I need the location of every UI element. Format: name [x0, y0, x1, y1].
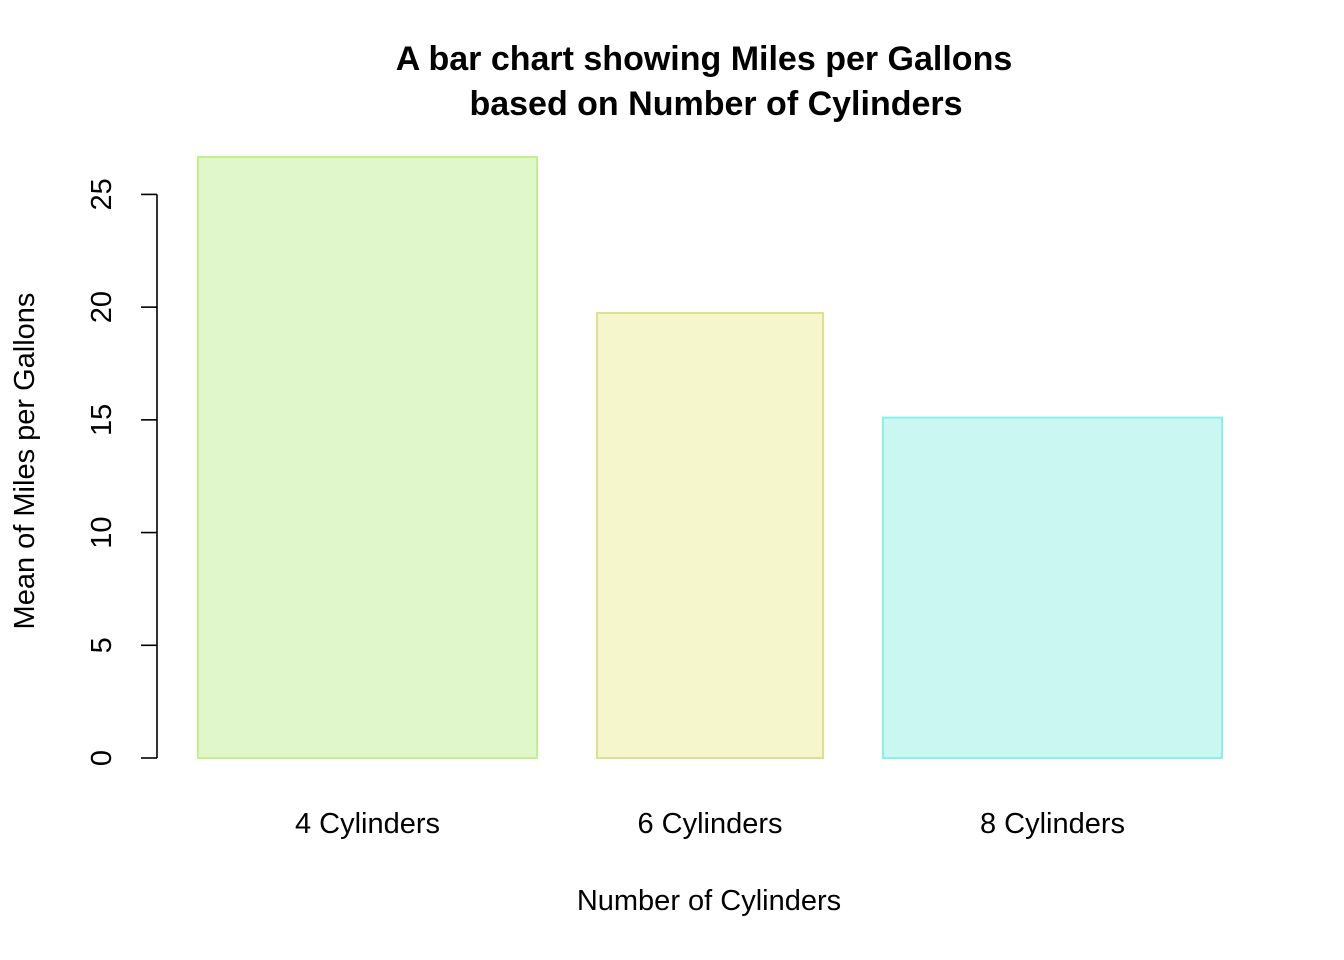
- y-axis-label: Mean of Miles per Gallons: [9, 293, 41, 630]
- chart-title-line-2: based on Number of Cylinders: [469, 85, 962, 123]
- y-tick-label: 15: [86, 404, 118, 436]
- y-tick-label: 10: [86, 516, 118, 548]
- y-tick-label: 25: [86, 178, 118, 210]
- chart-title: A bar chart showing Miles per Gallons ba…: [396, 40, 1013, 123]
- bar-6-cylinders: [596, 311, 824, 759]
- y-axis: 0 5 10 15 20 25: [86, 178, 158, 766]
- y-tick-label: 0: [86, 750, 118, 766]
- x-axis-label: Number of Cylinders: [577, 885, 841, 917]
- bar-4-cylinders: [197, 156, 538, 759]
- bar-8-cylinders: [882, 416, 1223, 759]
- x-tick-label: 8 Cylinders: [980, 808, 1125, 840]
- bars-group: [197, 156, 1223, 759]
- y-tick-label: 5: [86, 637, 118, 653]
- x-tick-label: 4 Cylinders: [295, 808, 440, 840]
- y-tick-label: 20: [86, 291, 118, 323]
- chart-title-line-1: A bar chart showing Miles per Gallons: [396, 40, 1013, 78]
- x-tick-labels: 4 Cylinders 6 Cylinders 8 Cylinders: [295, 808, 1125, 840]
- x-tick-label: 6 Cylinders: [637, 808, 782, 840]
